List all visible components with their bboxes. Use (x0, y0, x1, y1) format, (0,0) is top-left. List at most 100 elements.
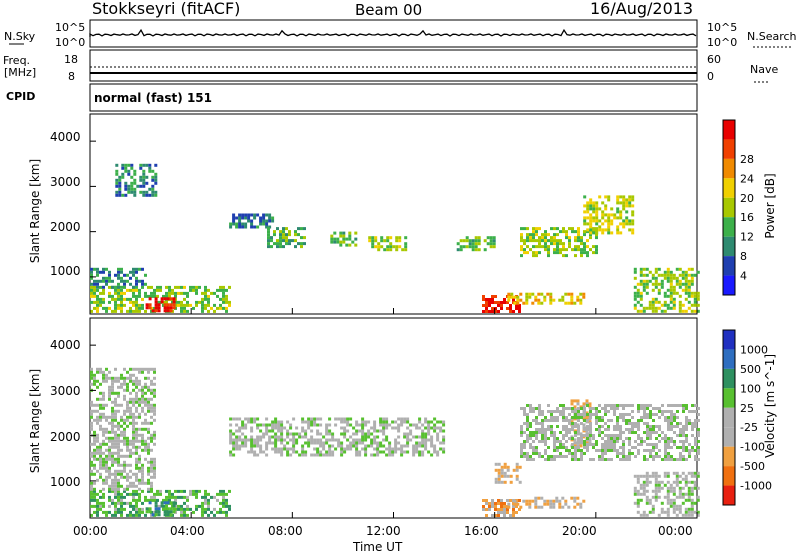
power-cell (673, 292, 676, 295)
velocity-cell (147, 467, 150, 470)
velocity-cell (138, 458, 141, 461)
velocity-cell (655, 475, 658, 478)
power-cell (404, 245, 407, 248)
velocity-cell (304, 454, 307, 457)
power-cell (577, 239, 580, 242)
power-cell (625, 201, 628, 204)
velocity-cell (153, 437, 156, 440)
velocity-cell (328, 454, 331, 457)
velocity-cell (516, 463, 519, 466)
velocity-cell (334, 418, 337, 421)
power-cell (631, 213, 634, 216)
power-cell (616, 198, 619, 201)
power-cell (151, 194, 154, 197)
velocity-cell (488, 508, 491, 511)
velocity-cell (394, 427, 397, 430)
power-cell (607, 231, 610, 234)
velocity-cell (658, 434, 661, 437)
velocity-cell (280, 448, 283, 451)
velocity-cell (556, 416, 559, 419)
power-cell (129, 307, 132, 310)
power-cell (586, 239, 589, 242)
velocity-cell (102, 505, 105, 508)
power-cell (155, 309, 158, 312)
power-cell (541, 245, 544, 248)
velocity-cell (93, 419, 96, 422)
power-cell (118, 191, 121, 194)
velocity-cell (117, 508, 120, 511)
power-cell (631, 222, 634, 225)
velocity-cell (141, 407, 144, 410)
velocity-cell (111, 464, 114, 467)
velocity-cell (424, 445, 427, 448)
power-cell (398, 245, 401, 248)
vel-cbar-tick: -100 (740, 441, 765, 454)
velocity-cell (129, 392, 132, 395)
velocity-cell (150, 461, 153, 464)
velocity-cell (538, 428, 541, 431)
velocity-cell (361, 442, 364, 445)
power-cell (145, 176, 148, 179)
velocity-cell (102, 434, 105, 437)
velocity-cell (325, 454, 328, 457)
power-cell (105, 307, 108, 310)
velocity-cell (244, 445, 247, 448)
power-cbar-swatch (723, 120, 735, 139)
power-cell (154, 194, 157, 197)
velocity-cell (280, 427, 283, 430)
power-cell (475, 236, 478, 239)
velocity-cell (694, 502, 697, 505)
velocity-cell (673, 425, 676, 428)
power-cell (150, 286, 153, 289)
velocity-cell (529, 437, 532, 440)
velocity-cell (418, 442, 421, 445)
power-cell (120, 271, 123, 274)
velocity-cell (568, 428, 571, 431)
velocity-cell (619, 428, 622, 431)
velocity-cell (391, 454, 394, 457)
velocity-cell (90, 493, 93, 496)
velocity-cell (301, 436, 304, 439)
power-cell (649, 271, 652, 274)
velocity-cell (180, 490, 183, 493)
power-cell (688, 295, 691, 298)
xtick-08: 08:00 (268, 525, 303, 537)
velocity-cell (126, 449, 129, 452)
power-cell (330, 241, 333, 244)
velocity-cell (532, 458, 535, 461)
velocity-cell (520, 407, 523, 410)
power-cell (679, 307, 682, 310)
velocity-cell (589, 410, 592, 413)
power-cell (90, 289, 93, 292)
power-cell (330, 235, 333, 238)
velocity-cell (418, 454, 421, 457)
velocity-cell (364, 421, 367, 424)
velocity-cell (235, 442, 238, 445)
velocity-cell (625, 455, 628, 458)
velocity-cell (637, 422, 640, 425)
velocity-cell (607, 458, 610, 461)
velocity-cell (676, 410, 679, 413)
power-cell (592, 228, 595, 231)
power-cell (330, 238, 333, 241)
velocity-cell (601, 425, 604, 428)
velocity-cell (658, 487, 661, 490)
power-cbar-swatch (723, 198, 735, 217)
velocity-cell (382, 445, 385, 448)
power-cell (120, 289, 123, 292)
power-cell (183, 286, 186, 289)
nsearch-label: N.Search (747, 31, 797, 42)
power-cell (189, 304, 192, 307)
power-cell (241, 214, 244, 217)
velocity-cell (310, 430, 313, 433)
velocity-cell (652, 496, 655, 499)
power-cell (267, 230, 270, 233)
velocity-cell (394, 442, 397, 445)
velocity-cell (120, 416, 123, 419)
power-cell (579, 302, 582, 305)
power-cell (460, 239, 463, 242)
velocity-cell (565, 449, 568, 452)
velocity-cell (367, 430, 370, 433)
velocity-cell (132, 383, 135, 386)
velocity-cell (361, 421, 364, 424)
